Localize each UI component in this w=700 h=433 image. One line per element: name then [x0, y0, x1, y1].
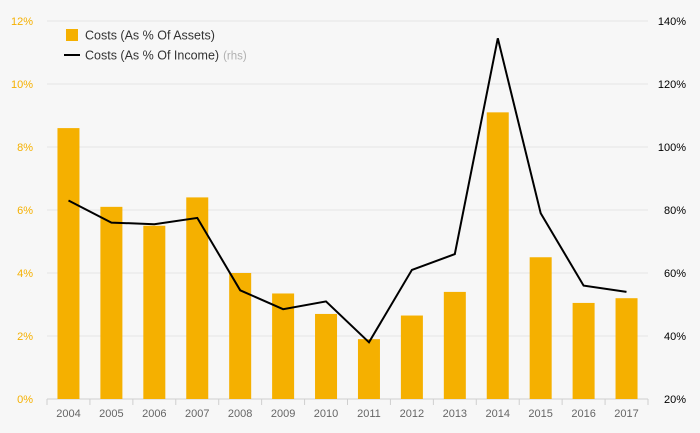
x-tick-label: 2015: [528, 408, 552, 420]
bar-2012: [400, 315, 423, 399]
right-tick-label: 20%: [664, 394, 686, 406]
left-tick-label: 6%: [17, 205, 33, 217]
bar-2015: [529, 257, 552, 399]
bar-2008: [229, 273, 252, 399]
x-tick-label: 2009: [271, 408, 295, 420]
x-tick-label: 2013: [443, 408, 467, 420]
bar-2007: [186, 197, 209, 399]
bar-2016: [572, 302, 595, 399]
x-tick-label: 2012: [400, 408, 424, 420]
right-tick-label: 120%: [658, 79, 686, 91]
x-tick-label: 2016: [571, 408, 595, 420]
left-tick-label: 2%: [17, 331, 33, 343]
right-tick-label: 140%: [658, 16, 686, 28]
legend-line-label-main: Costs (As % Of Income): [85, 49, 219, 63]
legend-line-suffix: (rhs): [223, 51, 247, 63]
x-axis: 2004 2005 2006 2007 2008 2009 2010 2011 2012 2013…: [46, 399, 649, 420]
left-tick-label: 10%: [11, 79, 33, 91]
right-tick-label: 60%: [664, 268, 686, 280]
left-axis: 0% 2% 4% 6% 8% 10% 12%: [11, 16, 33, 406]
right-tick-label: 80%: [664, 205, 686, 217]
x-tick-label: 2014: [486, 408, 510, 420]
legend-bar-swatch: [66, 29, 78, 41]
bar-2013: [443, 291, 466, 399]
x-tick-label: 2004: [56, 408, 80, 420]
left-tick-label: 4%: [17, 268, 33, 280]
right-axis: 20% 40% 60% 80% 100% 120% 140%: [658, 16, 686, 406]
left-tick-label: 8%: [17, 142, 33, 154]
bar-2006: [143, 225, 166, 399]
left-tick-label: 12%: [11, 16, 33, 28]
line-series-income: [68, 38, 627, 344]
right-tick-label: 40%: [664, 331, 686, 343]
x-tick-label: 2008: [228, 408, 252, 420]
bar-2010: [315, 313, 338, 399]
x-tick-label: 2005: [99, 408, 123, 420]
left-tick-label: 0%: [17, 394, 33, 406]
bar-2014: [486, 112, 509, 399]
bar-series-assets: [57, 112, 638, 399]
right-tick-label: 100%: [658, 142, 686, 154]
bar-2005: [100, 206, 123, 399]
bar-2004: [57, 128, 80, 399]
x-tick-label: 2017: [614, 408, 638, 420]
x-tick-label: 2010: [314, 408, 338, 420]
income-line: [68, 38, 627, 344]
x-tick-label: 2007: [185, 408, 209, 420]
bar-2017: [615, 298, 638, 399]
legend-line-label: Costs (As % Of Income) (rhs): [85, 49, 247, 63]
legend-bar-label: Costs (As % Of Assets): [85, 29, 215, 43]
x-tick-label: 2011: [357, 408, 381, 420]
legend: Costs (As % Of Assets) Costs (As % Of In…: [64, 29, 247, 63]
bar-2011: [357, 339, 380, 399]
x-tick-label: 2006: [142, 408, 166, 420]
bar-2009: [272, 293, 295, 399]
